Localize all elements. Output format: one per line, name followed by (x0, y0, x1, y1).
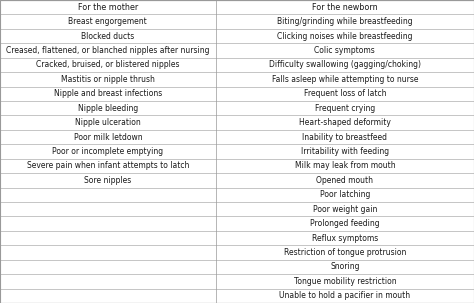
Text: Blocked ducts: Blocked ducts (81, 32, 135, 41)
Text: Creased, flattened, or blanched nipples after nursing: Creased, flattened, or blanched nipples … (6, 46, 210, 55)
Text: Unable to hold a pacifier in mouth: Unable to hold a pacifier in mouth (279, 291, 410, 300)
Text: Inability to breastfeed: Inability to breastfeed (302, 133, 387, 142)
Text: Frequent crying: Frequent crying (315, 104, 375, 113)
Text: Nipple bleeding: Nipple bleeding (78, 104, 138, 113)
Text: Nipple and breast infections: Nipple and breast infections (54, 89, 162, 98)
Text: Heart-shaped deformity: Heart-shaped deformity (299, 118, 391, 127)
Text: Nipple ulceration: Nipple ulceration (75, 118, 141, 127)
Text: Poor milk letdown: Poor milk letdown (73, 133, 142, 142)
Text: Milk may leak from mouth: Milk may leak from mouth (294, 161, 395, 170)
Text: Prolonged feeding: Prolonged feeding (310, 219, 380, 228)
Text: Reflux symptoms: Reflux symptoms (312, 234, 378, 243)
Text: Falls asleep while attempting to nurse: Falls asleep while attempting to nurse (272, 75, 418, 84)
Text: Snoring: Snoring (330, 262, 360, 271)
Text: Sore nipples: Sore nipples (84, 176, 131, 185)
Text: Opened mouth: Opened mouth (316, 176, 374, 185)
Text: Colic symptoms: Colic symptoms (314, 46, 375, 55)
Text: For the newborn: For the newborn (312, 3, 378, 12)
Text: Cracked, bruised, or blistered nipples: Cracked, bruised, or blistered nipples (36, 60, 180, 69)
Text: Breast engorgement: Breast engorgement (68, 17, 147, 26)
Text: Poor weight gain: Poor weight gain (313, 205, 377, 214)
Text: Frequent loss of latch: Frequent loss of latch (303, 89, 386, 98)
Text: Restriction of tongue protrusion: Restriction of tongue protrusion (283, 248, 406, 257)
Text: Severe pain when infant attempts to latch: Severe pain when infant attempts to latc… (27, 161, 189, 170)
Text: Irritability with feeding: Irritability with feeding (301, 147, 389, 156)
Text: Tongue mobility restriction: Tongue mobility restriction (293, 277, 396, 286)
Text: Mastitis or nipple thrush: Mastitis or nipple thrush (61, 75, 155, 84)
Text: Difficulty swallowing (gagging/choking): Difficulty swallowing (gagging/choking) (269, 60, 421, 69)
Text: Clicking noises while breastfeeding: Clicking noises while breastfeeding (277, 32, 412, 41)
Text: For the mother: For the mother (78, 3, 138, 12)
Text: Poor latching: Poor latching (319, 190, 370, 199)
Text: Biting/grinding while breastfeeding: Biting/grinding while breastfeeding (277, 17, 413, 26)
Text: Poor or incomplete emptying: Poor or incomplete emptying (52, 147, 164, 156)
